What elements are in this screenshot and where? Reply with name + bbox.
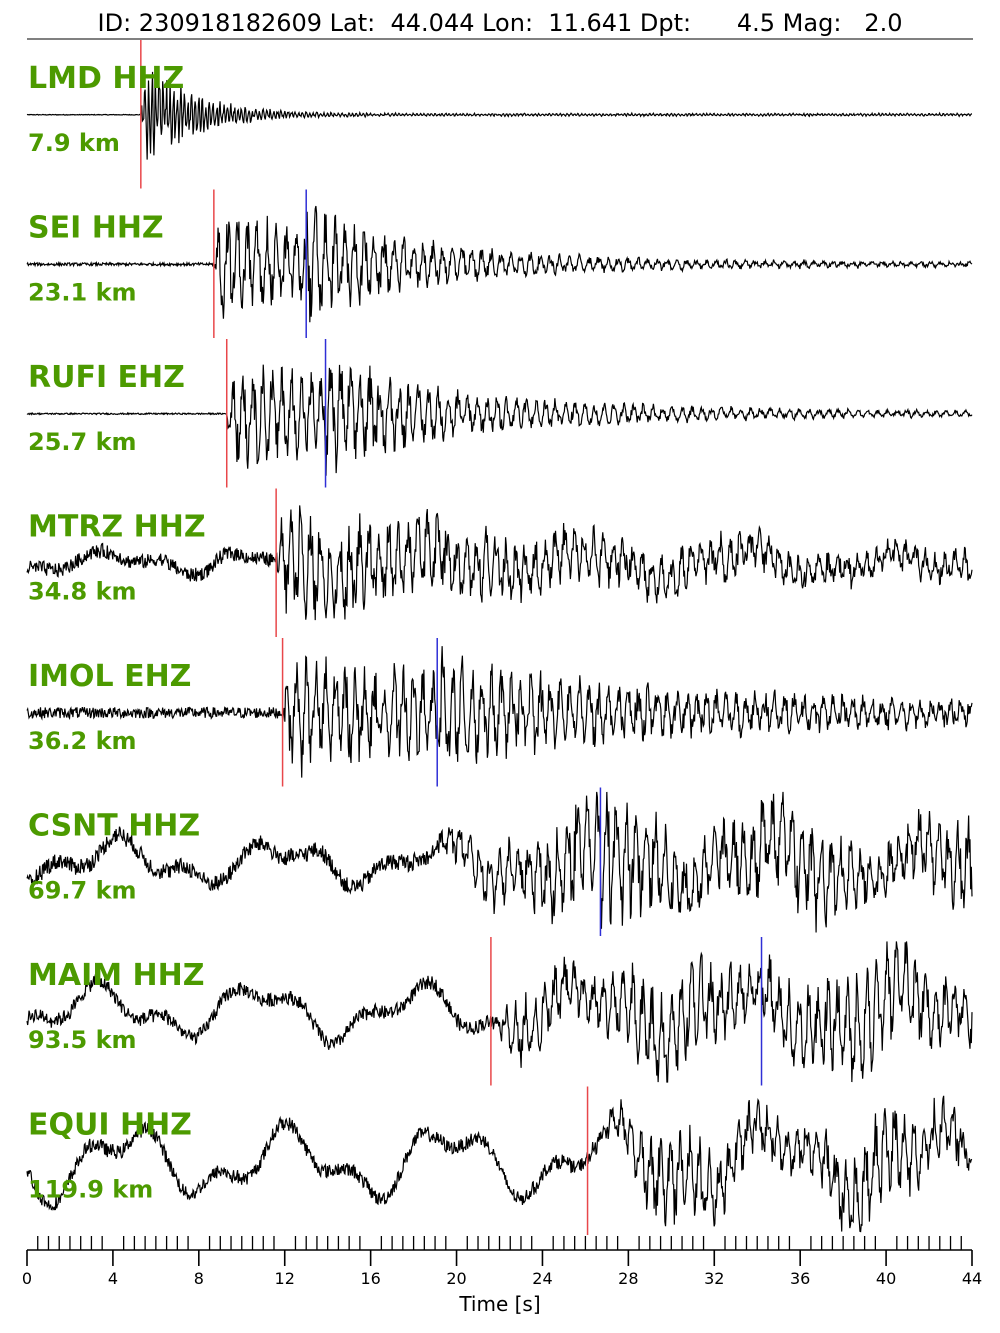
trace-imol-ehz xyxy=(26,646,973,778)
station-label-mtrz-hhz: MTRZ HHZ xyxy=(28,510,206,545)
x-tick-label: 20 xyxy=(446,1269,466,1288)
x-tick-label: 16 xyxy=(360,1269,380,1288)
trace-lmd-hhz xyxy=(26,71,973,160)
time-axis: 0 4 8 12 16 20 24 28 32 36 40 44 xyxy=(22,1236,982,1288)
distance-label-mtrz-hhz: 34.8 km xyxy=(28,578,137,606)
trace-csnt-hhz xyxy=(26,791,973,933)
station-label-equi-hhz: EQUI HHZ xyxy=(28,1108,192,1143)
chart-title: ID: 230918182609 Lat: 44.044 Lon: 11.641… xyxy=(98,9,903,37)
distance-label-rufi-ehz: 25.7 km xyxy=(28,428,137,456)
distance-label-sei-hhz: 23.1 km xyxy=(28,279,137,307)
distance-label-equi-hhz: 119.9 km xyxy=(28,1176,153,1204)
trace-equi-hhz xyxy=(26,1095,973,1233)
x-axis-label: Time [s] xyxy=(458,1292,540,1316)
x-tick-label: 32 xyxy=(704,1269,724,1288)
station-label-sei-hhz: SEI HHZ xyxy=(28,211,164,246)
x-tick-label: 12 xyxy=(275,1269,295,1288)
x-tick-label: 0 xyxy=(22,1269,32,1288)
distance-label-maim-hhz: 93.5 km xyxy=(28,1026,137,1054)
station-label-imol-ehz: IMOL EHZ xyxy=(28,659,191,694)
x-tick-label: 28 xyxy=(618,1269,638,1288)
picks-layer xyxy=(140,40,763,1235)
trace-mtrz-hhz xyxy=(26,505,973,621)
trace-sei-hhz xyxy=(26,205,973,323)
x-tick-label: 24 xyxy=(532,1269,552,1288)
x-tick-label: 8 xyxy=(194,1269,204,1288)
station-label-maim-hhz: MAIM HHZ xyxy=(28,958,205,993)
distance-label-lmd-hhz: 7.9 km xyxy=(28,129,120,157)
distance-label-imol-ehz: 36.2 km xyxy=(28,727,137,755)
x-tick-label: 40 xyxy=(876,1269,896,1288)
distance-label-csnt-hhz: 69.7 km xyxy=(28,877,137,905)
x-tick-label: 36 xyxy=(790,1269,810,1288)
traces-layer xyxy=(26,71,973,1233)
station-label-rufi-ehz: RUFI EHZ xyxy=(28,360,185,395)
trace-maim-hhz xyxy=(26,941,973,1083)
station-label-lmd-hhz: LMD HHZ xyxy=(28,61,184,96)
trace-rufi-ehz xyxy=(26,364,973,476)
x-tick-label: 44 xyxy=(962,1269,982,1288)
station-label-csnt-hhz: CSNT HHZ xyxy=(28,809,200,844)
x-tick-label: 4 xyxy=(108,1269,118,1288)
labels-layer: LMD HHZ 7.9 km SEI HHZ 23.1 km RUFI EHZ 25.7 … xyxy=(28,61,206,1204)
